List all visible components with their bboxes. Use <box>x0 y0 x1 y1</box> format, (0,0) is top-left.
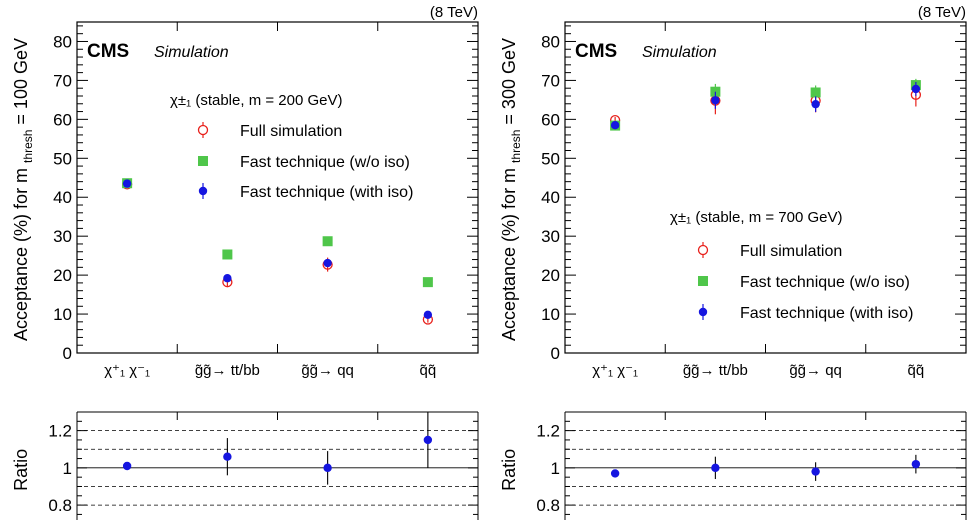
top-axes-frame <box>564 21 967 354</box>
ratio-y-tick-label: 0.8 <box>536 496 560 515</box>
plot-panel-2: 0 10 20 30 40 50 60 70 80 χ⁺₁ χ⁻₁ g̃g̃→ tt/bb g̃g̃→… <box>499 4 967 520</box>
legend-label: Fast technique (w/o iso) <box>240 154 410 171</box>
data-point-filled-circle <box>323 258 332 268</box>
y-tick-label: 30 <box>541 227 560 246</box>
x-category-label: g̃g̃→ qq <box>301 362 354 379</box>
y-tick-label: 10 <box>541 305 560 324</box>
y-tick-label: 30 <box>53 227 72 246</box>
legend-marker <box>698 307 708 317</box>
legend-label: Full simulation <box>240 123 342 140</box>
ratio-data-point <box>911 459 921 469</box>
ratio-data-point <box>811 467 820 476</box>
legend-marker <box>698 276 708 286</box>
data-point-square <box>422 277 433 288</box>
cms-label: CMS <box>87 41 129 62</box>
legend-label: Full simulation <box>740 243 842 260</box>
data-point-filled-circle <box>811 99 820 109</box>
cms-label: CMS <box>575 41 617 62</box>
ratio-data-point <box>323 463 332 473</box>
x-category-label: χ⁺₁ χ⁻₁ <box>104 362 150 379</box>
data-point-filled-circle <box>223 274 232 283</box>
ratio-y-tick-label: 1.2 <box>48 422 72 441</box>
y-axis-label: Acceptance (%) for m thresh = 300 GeV <box>499 38 523 341</box>
legend-marker <box>697 244 709 256</box>
ratio-data-point <box>610 469 620 478</box>
data-point-filled-circle <box>423 310 433 320</box>
ratio-data-point <box>423 435 433 445</box>
legend-title: χ±₁ (stable, m = 700 GeV) <box>670 209 843 226</box>
y-tick-label: 40 <box>53 188 72 207</box>
y-tick-label: 0 <box>551 344 560 363</box>
ratio-data-point <box>711 463 720 473</box>
x-category-label: χ⁺₁ χ⁻₁ <box>592 362 638 379</box>
energy-label: (8 TeV) <box>430 4 478 21</box>
data-point-square <box>322 236 333 247</box>
legend-marker <box>198 186 208 196</box>
simulation-label: Simulation <box>642 44 717 61</box>
legend-marker <box>197 124 209 136</box>
data-point-square <box>222 249 233 260</box>
ratio-y-tick-label: 1 <box>551 459 560 478</box>
y-tick-label: 20 <box>541 266 560 285</box>
legend-label: Fast technique (w/o iso) <box>740 274 910 291</box>
simulation-label: Simulation <box>154 44 229 61</box>
y-tick-label: 80 <box>541 32 560 51</box>
ratio-y-tick-label: 1.2 <box>536 422 560 441</box>
legend-marker <box>198 156 208 166</box>
x-category-label: q̃q̃ <box>420 362 437 379</box>
x-category-label: g̃g̃→ tt/bb <box>195 362 260 379</box>
y-tick-label: 50 <box>541 149 560 168</box>
y-tick-label: 70 <box>541 71 560 90</box>
y-tick-label: 60 <box>53 110 72 129</box>
x-category-label: q̃q̃ <box>908 362 925 379</box>
y-tick-label: 70 <box>53 71 72 90</box>
y-tick-label: 80 <box>53 32 72 51</box>
x-category-label: g̃g̃→ qq <box>789 362 842 379</box>
energy-label: (8 TeV) <box>918 4 966 21</box>
ratio-y-tick-label: 0.8 <box>48 496 72 515</box>
data-point-filled-circle <box>122 179 132 188</box>
data-point-filled-circle <box>711 96 720 105</box>
y-tick-label: 50 <box>53 149 72 168</box>
y-tick-label: 0 <box>63 344 72 363</box>
legend-title: χ±₁ (stable, m = 200 GeV) <box>170 92 343 109</box>
plot-panel-1: 0 10 20 30 40 50 60 70 80 χ⁺₁ χ⁻₁ g̃g̃→ tt/bb g̃g̃→… <box>11 4 479 520</box>
data-point-filled-circle <box>610 120 620 130</box>
y-tick-label: 10 <box>53 305 72 324</box>
ratio-y-axis-label: Ratio <box>11 449 31 491</box>
legend-label: Fast technique (with iso) <box>240 184 413 201</box>
x-category-label: g̃g̃→ tt/bb <box>683 362 748 379</box>
ratio-y-axis-label: Ratio <box>499 449 519 491</box>
y-tick-label: 60 <box>541 110 560 129</box>
y-tick-label: 20 <box>53 266 72 285</box>
y-axis-label: Acceptance (%) for m thresh = 100 GeV <box>11 38 35 341</box>
data-point-square <box>810 87 821 98</box>
data-point-filled-circle <box>911 84 921 94</box>
ratio-data-point <box>122 461 132 471</box>
legend-label: Fast technique (with iso) <box>740 305 913 322</box>
ratio-y-tick-label: 1 <box>63 459 72 478</box>
ratio-data-point <box>223 452 232 461</box>
y-tick-label: 40 <box>541 188 560 207</box>
